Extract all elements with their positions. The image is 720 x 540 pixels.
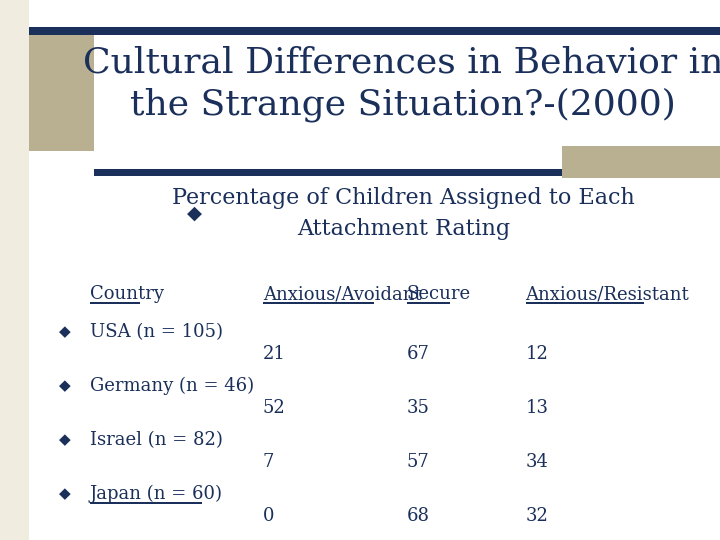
Text: 21: 21 [263, 345, 286, 363]
Text: 0: 0 [263, 507, 274, 525]
Text: 7: 7 [263, 453, 274, 471]
Text: 32: 32 [526, 507, 549, 525]
Text: 35: 35 [407, 399, 430, 417]
Text: 68: 68 [407, 507, 430, 525]
Text: Percentage of Children Assigned to Each
Attachment Rating: Percentage of Children Assigned to Each … [172, 187, 634, 240]
Text: Israel (n = 82): Israel (n = 82) [90, 431, 223, 449]
Text: 12: 12 [526, 345, 549, 363]
Text: Country: Country [90, 285, 164, 303]
Text: 34: 34 [526, 453, 549, 471]
Text: 13: 13 [526, 399, 549, 417]
Text: ◆: ◆ [187, 204, 202, 223]
Text: 52: 52 [263, 399, 286, 417]
Text: ◆: ◆ [59, 379, 71, 394]
Text: ◆: ◆ [59, 487, 71, 502]
Text: 67: 67 [407, 345, 430, 363]
Text: Germany (n = 46): Germany (n = 46) [90, 377, 254, 395]
Text: Cultural Differences in Behavior in
the Strange Situation?-(2000): Cultural Differences in Behavior in the … [83, 45, 720, 122]
Text: Japan (n = 60): Japan (n = 60) [90, 485, 223, 503]
Text: Anxious/Resistant: Anxious/Resistant [526, 285, 689, 303]
Text: ◆: ◆ [59, 433, 71, 448]
Text: Anxious/Avoidant: Anxious/Avoidant [263, 285, 421, 303]
Text: ◆: ◆ [59, 325, 71, 340]
Text: USA (n = 105): USA (n = 105) [90, 323, 223, 341]
Text: 57: 57 [407, 453, 430, 471]
Text: Secure: Secure [407, 285, 471, 303]
